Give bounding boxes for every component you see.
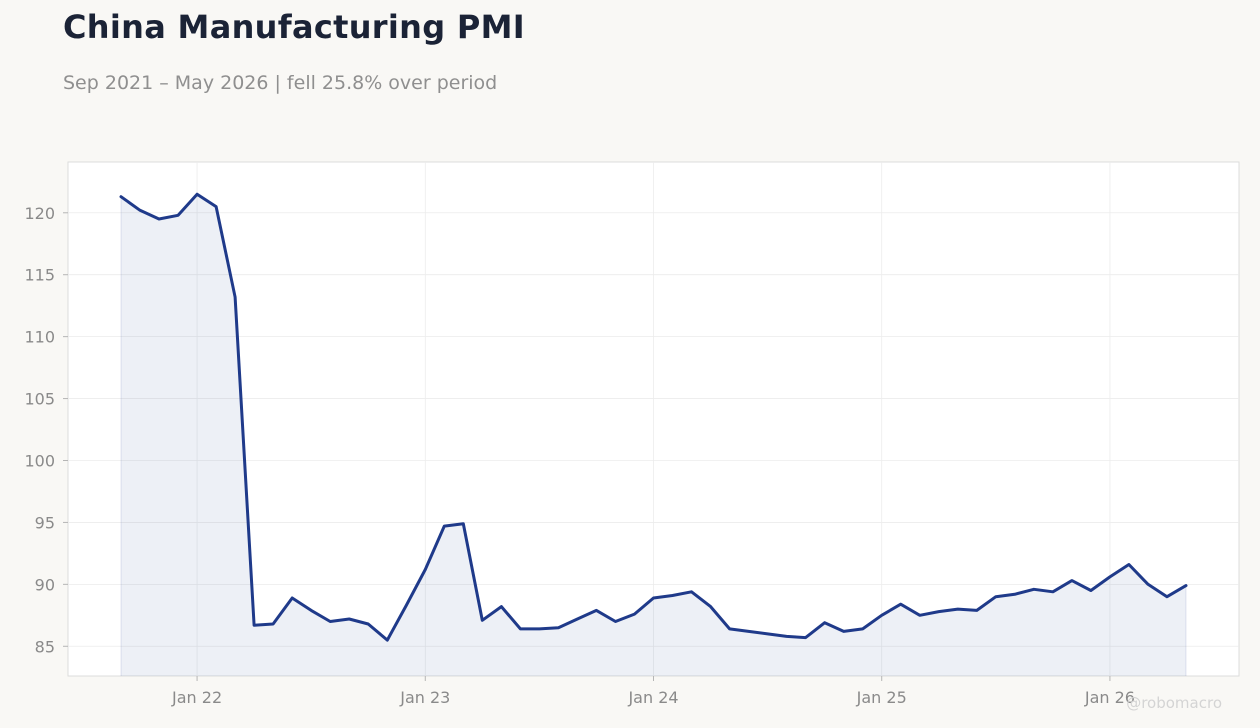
chart-title: China Manufacturing PMI: [63, 8, 525, 46]
x-tick-label: Jan 24: [627, 688, 678, 707]
x-tick-label: Jan 26: [1084, 688, 1135, 707]
y-tick-label: 115: [24, 266, 55, 285]
y-tick-label: 95: [35, 513, 55, 532]
y-tick-label: 100: [24, 451, 55, 470]
watermark: @robomacro: [1126, 694, 1222, 712]
y-axis: 85 90 95 100 105 110 115 120: [24, 204, 68, 656]
y-tick-label: 110: [24, 328, 55, 347]
grid-lines: [68, 162, 1239, 676]
y-tick-label: 85: [35, 637, 55, 656]
chart-subtitle: Sep 2021 – May 2026 | fell 25.8% over pe…: [63, 72, 498, 94]
y-tick-label: 120: [24, 204, 55, 223]
y-tick-label: 90: [35, 575, 55, 594]
area-layer: [120, 194, 1187, 676]
x-tick-label: Jan 23: [399, 688, 450, 707]
y-tick-label: 105: [24, 390, 55, 409]
line-layer: [119, 192, 1188, 642]
series-line: [119, 192, 1188, 642]
series-area: [121, 194, 1186, 676]
x-tick-label: Jan 22: [171, 688, 222, 707]
x-axis: Jan 22 Jan 23 Jan 24 Jan 25 Jan 26: [171, 676, 1135, 707]
x-tick-label: Jan 25: [856, 688, 907, 707]
